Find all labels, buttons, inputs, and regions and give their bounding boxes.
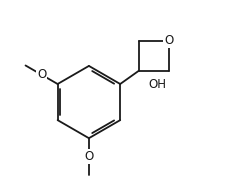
Text: O: O	[84, 150, 93, 163]
Text: O: O	[164, 34, 173, 47]
Text: OH: OH	[148, 78, 166, 91]
Text: O: O	[37, 68, 46, 81]
